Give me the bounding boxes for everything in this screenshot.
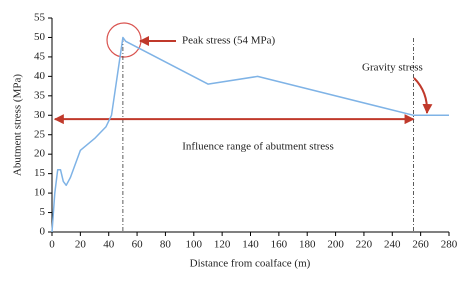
x-tick-label: 140 <box>242 239 259 251</box>
y-tick-label: 50 <box>34 31 46 43</box>
x-tick-label: 200 <box>327 239 344 251</box>
x-tick-label: 80 <box>160 239 172 251</box>
x-tick-label: 260 <box>412 239 429 251</box>
y-tick-label: 10 <box>34 187 46 199</box>
x-tick-label: 0 <box>49 239 55 251</box>
y-tick-label: 55 <box>34 12 46 24</box>
y-axis-label: Abutment stress (MPa) <box>12 74 24 176</box>
x-tick-label: 120 <box>214 239 231 251</box>
y-tick-label: 0 <box>40 226 46 238</box>
y-tick-label: 15 <box>34 167 46 179</box>
x-tick-label: 100 <box>186 239 203 251</box>
line-series <box>51 36 449 233</box>
y-tick-label: 45 <box>34 50 46 62</box>
annotation: Peak stress (54 MPa) <box>182 35 276 47</box>
y-tick-label: 40 <box>34 70 46 82</box>
x-tick-label: 280 <box>441 239 458 251</box>
x-tick-label: 60 <box>132 239 144 251</box>
x-tick-label: 20 <box>75 239 87 251</box>
x-tick-label: 220 <box>356 239 373 251</box>
x-tick-label: 240 <box>384 239 401 251</box>
y-tick-label: 25 <box>34 128 46 140</box>
x-tick-label: 180 <box>299 239 316 251</box>
annotation: Influence range of abutment stress <box>182 141 334 153</box>
y-tick-label: 5 <box>40 206 46 218</box>
x-tick-label: 160 <box>271 239 288 251</box>
x-axis-label: Distance from coalface (m) <box>190 258 311 270</box>
y-tick-label: 35 <box>34 89 46 101</box>
arrow <box>413 77 433 114</box>
y-tick-label: 30 <box>34 109 46 121</box>
annotation: Gravity stress <box>362 62 423 74</box>
y-tick-label: 20 <box>34 148 46 160</box>
x-tick-label: 40 <box>103 239 115 251</box>
